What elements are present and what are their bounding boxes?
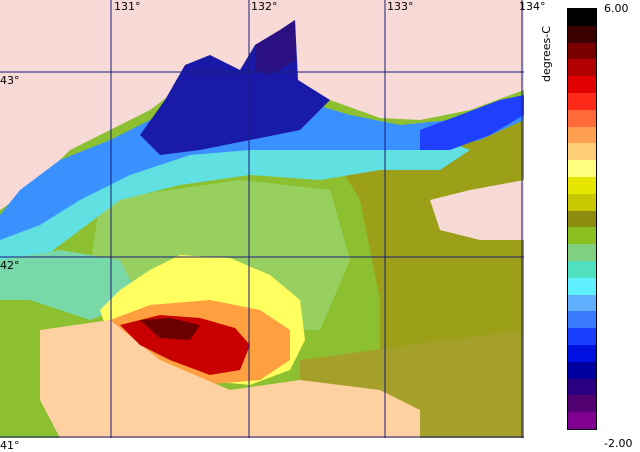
colorbar-swatch: [568, 378, 596, 396]
colorbar-swatch: [568, 260, 596, 278]
colorbar-swatch: [568, 42, 596, 60]
lon-label-133: 133°: [387, 0, 414, 13]
colorbar-swatch: [568, 160, 596, 177]
lat-label-43: 43°: [0, 74, 20, 87]
colorbar-swatch: [568, 227, 596, 245]
colorbar-swatch: [568, 395, 596, 413]
colorbar-swatch: [568, 76, 596, 93]
sea-blue-east: [420, 95, 524, 150]
colorbar-swatch: [568, 176, 596, 194]
lat-label-42: 42°: [0, 259, 20, 272]
colorbar-swatch: [568, 143, 596, 161]
sea-blue-band: [0, 95, 524, 240]
lon-label-134: 134°: [519, 0, 546, 13]
colorbar-min-label: -2.00: [604, 437, 633, 450]
sea-darkred-core: [140, 318, 200, 340]
colorbar-swatch: [568, 412, 596, 429]
sea-cyan-sw: [0, 250, 140, 320]
colorbar-swatch: [568, 277, 596, 295]
land-north-peninsula: [200, 10, 240, 55]
colorbar-swatch: [568, 126, 596, 144]
sea-warm-south: [40, 320, 420, 438]
colorbar-swatch: [568, 59, 596, 77]
colorbar-swatch: [568, 92, 596, 110]
colorbar-swatch: [568, 244, 596, 261]
colorbar-swatch: [568, 311, 596, 329]
graticule: [0, 0, 524, 438]
colorbar-swatch: [568, 344, 596, 362]
colorbar-swatch: [568, 109, 596, 127]
sst-map: [0, 0, 524, 438]
colorbar-max-label: 6.00: [604, 2, 629, 15]
lat-label-41: 41°: [0, 439, 20, 452]
colorbar-swatch: [568, 210, 596, 228]
colorbar-swatch: [568, 328, 596, 345]
sea-purple-coast: [255, 20, 296, 75]
colorbar-swatch: [568, 294, 596, 312]
land-east-patch: [430, 180, 524, 240]
colorbar: [567, 8, 597, 430]
colorbar-swatch: [568, 361, 596, 379]
lon-label-131: 131°: [114, 0, 141, 13]
lon-label-132: 132°: [251, 0, 278, 13]
colorbar-swatch: [568, 9, 596, 26]
colorbar-unit-label: degrees-C: [540, 26, 553, 82]
colorbar-swatch: [568, 25, 596, 43]
colorbar-swatch: [568, 193, 596, 211]
